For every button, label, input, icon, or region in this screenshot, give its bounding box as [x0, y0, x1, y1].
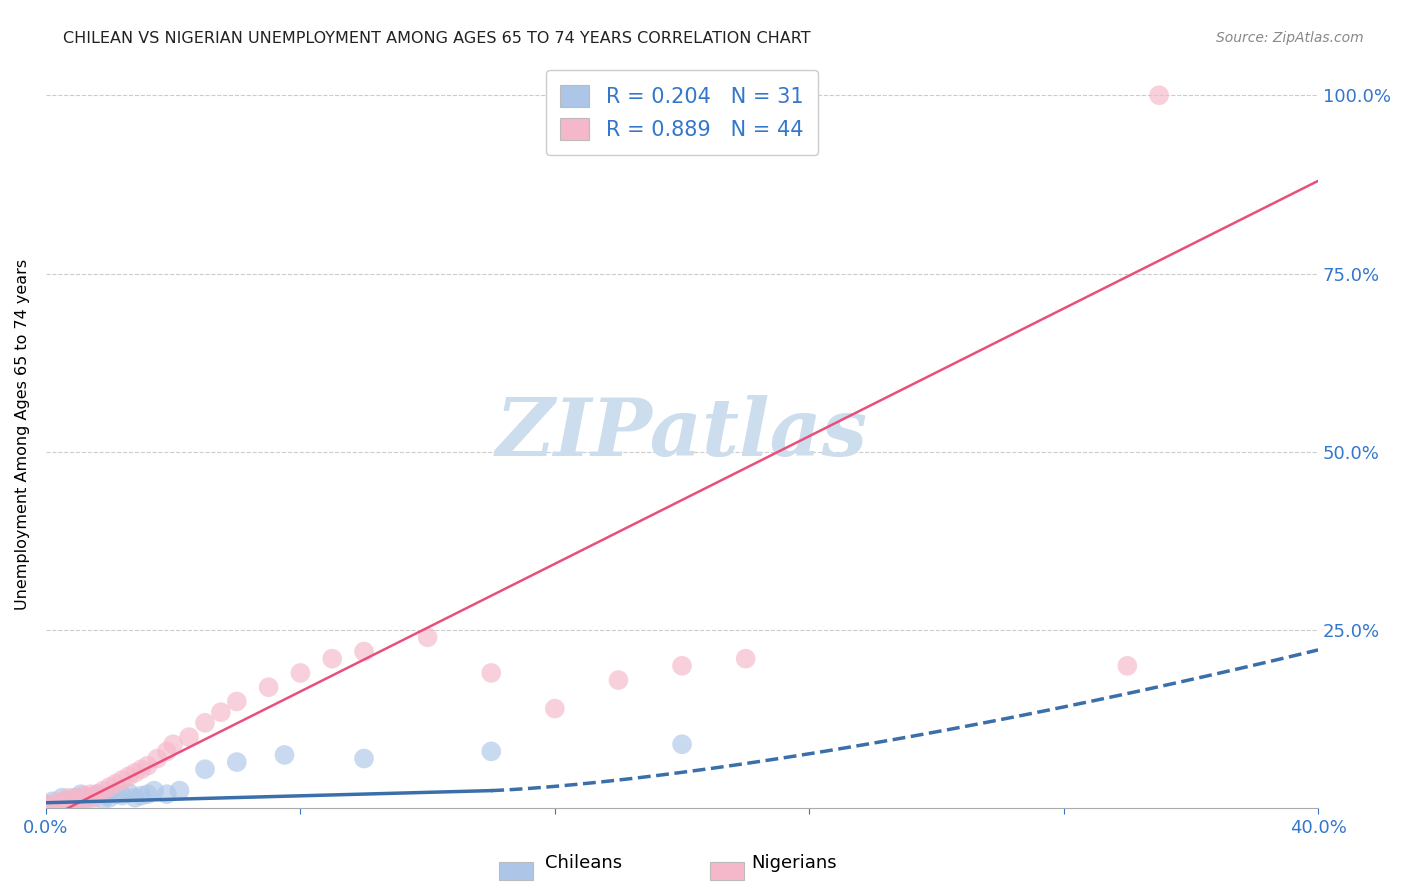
- Point: [66, 790, 89, 805]
- Point: [156, 787, 179, 801]
- Point: [1116, 658, 1139, 673]
- Point: [194, 715, 217, 730]
- Point: [73, 789, 96, 803]
- Point: [70, 794, 93, 808]
- Point: [63, 793, 86, 807]
- Point: [53, 798, 76, 813]
- Point: [1147, 88, 1170, 103]
- Point: [136, 758, 159, 772]
- Text: Chileans: Chileans: [546, 855, 621, 872]
- Legend: R = 0.204   N = 31, R = 0.889   N = 44: R = 0.204 N = 31, R = 0.889 N = 44: [546, 70, 818, 155]
- Point: [479, 744, 502, 758]
- Point: [209, 705, 232, 719]
- Point: [416, 630, 439, 644]
- Point: [91, 783, 114, 797]
- Point: [321, 651, 343, 665]
- Point: [607, 673, 630, 687]
- Point: [76, 790, 98, 805]
- Point: [225, 694, 247, 708]
- Point: [111, 772, 134, 787]
- Point: [44, 796, 66, 810]
- Point: [60, 794, 83, 808]
- Point: [58, 790, 80, 805]
- Point: [104, 787, 127, 801]
- Point: [225, 755, 247, 769]
- Point: [96, 789, 118, 803]
- Point: [111, 789, 134, 803]
- Point: [671, 737, 693, 751]
- Point: [83, 790, 105, 805]
- Y-axis label: Unemployment Among Ages 65 to 74 years: Unemployment Among Ages 65 to 74 years: [15, 259, 30, 609]
- Text: Nigerians: Nigerians: [752, 855, 837, 872]
- Point: [104, 776, 127, 790]
- Point: [79, 787, 101, 801]
- Point: [162, 737, 184, 751]
- Point: [131, 762, 153, 776]
- Point: [353, 644, 375, 658]
- Point: [60, 796, 83, 810]
- Text: Source: ZipAtlas.com: Source: ZipAtlas.com: [1216, 31, 1364, 45]
- Point: [257, 680, 280, 694]
- Point: [118, 769, 141, 783]
- Point: [156, 744, 179, 758]
- Text: ZIPatlas: ZIPatlas: [496, 395, 868, 473]
- Point: [169, 783, 191, 797]
- Point: [70, 787, 93, 801]
- Point: [146, 751, 169, 765]
- Point: [177, 730, 200, 744]
- Point: [53, 794, 76, 808]
- Point: [290, 665, 312, 680]
- Point: [35, 797, 58, 812]
- Point: [91, 793, 114, 807]
- Point: [48, 797, 70, 812]
- Point: [51, 794, 73, 808]
- Point: [734, 651, 756, 665]
- Point: [86, 787, 108, 801]
- Point: [35, 799, 58, 814]
- Point: [98, 780, 121, 794]
- Point: [194, 762, 217, 776]
- Point: [76, 790, 98, 805]
- Text: CHILEAN VS NIGERIAN UNEMPLOYMENT AMONG AGES 65 TO 74 YEARS CORRELATION CHART: CHILEAN VS NIGERIAN UNEMPLOYMENT AMONG A…: [63, 31, 811, 46]
- Point: [63, 790, 86, 805]
- Point: [98, 790, 121, 805]
- Point: [143, 783, 166, 797]
- Point: [83, 790, 105, 805]
- Point: [124, 765, 146, 780]
- Point: [38, 797, 60, 812]
- Point: [86, 787, 108, 801]
- Point: [273, 747, 295, 762]
- Point: [671, 658, 693, 673]
- Point: [41, 800, 63, 814]
- Point: [118, 786, 141, 800]
- Point: [66, 793, 89, 807]
- Point: [41, 794, 63, 808]
- Point: [124, 790, 146, 805]
- Point: [544, 701, 567, 715]
- Point: [73, 794, 96, 808]
- Point: [136, 787, 159, 801]
- Point: [131, 789, 153, 803]
- Point: [479, 665, 502, 680]
- Point: [353, 751, 375, 765]
- Point: [48, 797, 70, 812]
- Point: [51, 790, 73, 805]
